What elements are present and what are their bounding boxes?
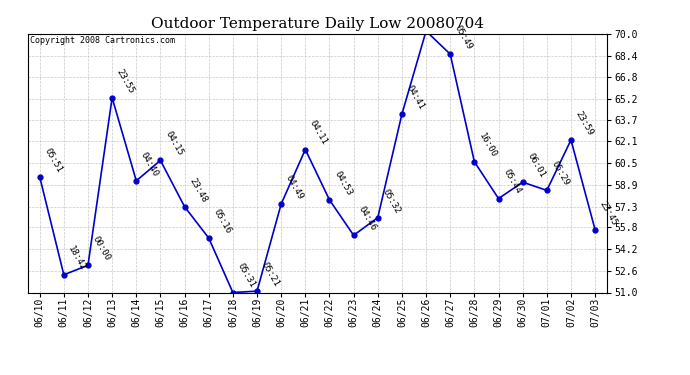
Text: 23:55: 23:55 bbox=[115, 67, 136, 95]
Text: 04:46: 04:46 bbox=[357, 205, 377, 232]
Text: 05:29: 05:29 bbox=[550, 160, 571, 188]
Text: 05:44: 05:44 bbox=[502, 168, 522, 196]
Text: 05:21: 05:21 bbox=[260, 261, 281, 288]
Text: 04:41: 04:41 bbox=[405, 84, 426, 111]
Text: 23:48: 23:48 bbox=[188, 176, 208, 204]
Text: 05:31: 05:31 bbox=[236, 262, 257, 290]
Text: 05:16: 05:16 bbox=[212, 207, 233, 235]
Text: 18:42: 18:42 bbox=[67, 244, 88, 272]
Text: 04:11: 04:11 bbox=[308, 119, 329, 147]
Text: 05:49: 05:49 bbox=[453, 24, 474, 51]
Text: 06:01: 06:01 bbox=[526, 152, 546, 179]
Text: 04:53: 04:53 bbox=[333, 170, 353, 197]
Text: 04:40: 04:40 bbox=[139, 150, 160, 178]
Title: Outdoor Temperature Daily Low 20080704: Outdoor Temperature Daily Low 20080704 bbox=[151, 17, 484, 31]
Text: 23:59: 23:59 bbox=[574, 110, 595, 137]
Text: 04:15: 04:15 bbox=[164, 130, 184, 158]
Text: 16:00: 16:00 bbox=[477, 131, 498, 159]
Text: 23:45: 23:45 bbox=[598, 199, 619, 227]
Text: 04:49: 04:49 bbox=[284, 173, 305, 201]
Text: 00:00: 00:00 bbox=[91, 235, 112, 262]
Text: Copyright 2008 Cartronics.com: Copyright 2008 Cartronics.com bbox=[30, 36, 175, 45]
Text: 01:03: 01:03 bbox=[0, 374, 1, 375]
Text: 05:51: 05:51 bbox=[43, 146, 63, 174]
Text: 05:32: 05:32 bbox=[381, 187, 402, 215]
